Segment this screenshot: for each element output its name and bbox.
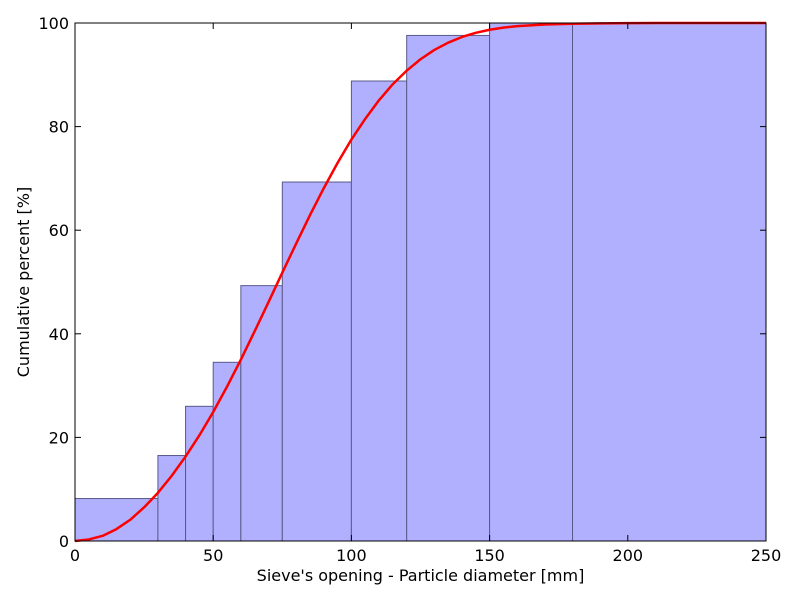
histogram-bar [185,405,214,542]
histogram-bar [212,361,242,542]
histogram-bar [157,455,187,542]
y-axis-ticks: 0 20 40 60 80 100 [38,14,766,551]
histogram-bar [350,80,408,542]
y-tick-label: 80 [49,118,69,137]
y-tick-label: 100 [38,14,69,33]
histogram-bar [489,22,574,542]
histogram-bar [572,22,767,542]
x-tick-label: 100 [336,546,367,565]
y-tick-label: 0 [59,532,69,551]
histogram-bar [281,181,352,542]
x-tick-label: 150 [474,546,505,565]
histogram-bars [74,22,767,542]
x-tick-label: 0 [70,546,80,565]
x-tick-label: 250 [751,546,782,565]
x-axis-ticks: 0 50 100 150 200 250 [70,23,781,565]
x-axis-label: Sieve's opening - Particle diameter [mm] [257,566,585,585]
x-tick-label: 50 [203,546,223,565]
fit-curve-line [74,21,766,543]
histogram-bar [406,34,491,542]
x-tick-label: 200 [613,546,644,565]
plot-frame [74,22,767,542]
y-axis-label: Cumulative percent [%] [14,187,33,377]
y-tick-label: 20 [49,428,69,447]
histogram-bar [240,285,283,542]
y-tick-label: 60 [49,221,69,240]
fit-curve-layer [74,21,766,543]
y-tick-label: 40 [49,325,69,344]
